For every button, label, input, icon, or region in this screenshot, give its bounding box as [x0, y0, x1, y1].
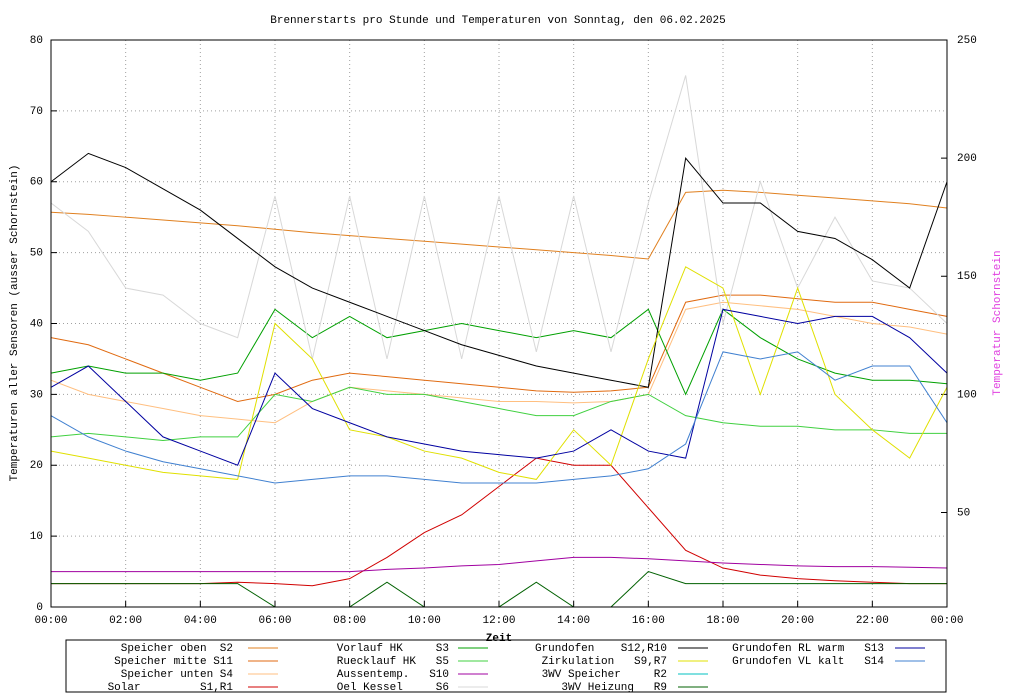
legend-label: 3WV Heizung R9: [561, 682, 667, 694]
x-tick-label: 10:00: [408, 615, 441, 627]
x-tick-label: 00:00: [34, 615, 67, 627]
series-line: [50, 266, 948, 480]
x-tick-label: 18:00: [706, 615, 739, 627]
legend-label: Aussentemp. S10: [337, 669, 449, 681]
x-tick-label: 16:00: [632, 615, 665, 627]
series-line: [50, 152, 948, 388]
y2-axis-label: Temperatur Schornstein: [992, 250, 1004, 395]
legend-label: Speicher oben S2: [121, 643, 233, 655]
legend-label: Oel Kessel S6: [337, 682, 449, 694]
x-axis-label: Zeit: [486, 633, 512, 645]
legend-box: [65, 639, 947, 693]
y2-tick-label: 250: [957, 35, 977, 47]
x-tick-label: 08:00: [333, 615, 366, 627]
y-tick-label: 50: [30, 248, 43, 260]
chart-title: Brennerstarts pro Stunde und Temperature…: [270, 15, 725, 27]
y-axis-label: Temperaturen aller Sensoren (ausser Scho…: [9, 165, 21, 482]
legend-label: 3WV Speicher R2: [542, 669, 667, 681]
series-line: [50, 301, 948, 424]
y-tick-label: 10: [30, 531, 43, 543]
x-tick-label: 22:00: [856, 615, 889, 627]
series-line: [50, 294, 948, 402]
x-tick-label: 06:00: [258, 615, 291, 627]
y-tick-label: 80: [30, 35, 43, 47]
y-tick-label: 60: [30, 177, 43, 189]
legend-label: Vorlauf HK S3: [337, 643, 449, 655]
legend-label: Zirkulation S9,R7: [542, 656, 667, 668]
series-line: [51, 556, 948, 573]
y2-tick-label: 100: [957, 389, 977, 401]
y-tick-label: 70: [30, 106, 43, 118]
series-line: [50, 308, 948, 466]
y2-tick-label: 200: [957, 153, 977, 165]
y2-tick-label: 150: [957, 271, 977, 283]
legend-label: Speicher mitte S11: [114, 656, 233, 668]
series-line: [50, 351, 948, 484]
legend-label: Solar S1,R1: [108, 682, 234, 694]
plot-frame: [50, 39, 948, 608]
x-tick-label: 04:00: [184, 615, 217, 627]
legend-label: Ruecklauf HK S5: [337, 656, 449, 668]
series-line: [50, 189, 948, 260]
legend-label: Grundofen VL kalt S14: [732, 656, 884, 668]
series-line: [50, 386, 947, 441]
legend-label: Grundofen S12,R10: [535, 643, 667, 655]
legend-label: Speicher unten S4: [121, 669, 234, 681]
x-tick-label: 00:00: [930, 615, 963, 627]
x-tick-label: 14:00: [557, 615, 590, 627]
y-tick-label: 0: [36, 602, 43, 614]
legend-label: Grundofen RL warm S13: [732, 643, 884, 655]
y-tick-label: 20: [30, 460, 43, 472]
x-tick-label: 12:00: [482, 615, 515, 627]
y-tick-label: 30: [30, 389, 43, 401]
y-tick-label: 40: [30, 318, 43, 330]
series-line: [50, 308, 948, 396]
x-tick-label: 20:00: [781, 615, 814, 627]
x-tick-label: 02:00: [109, 615, 142, 627]
y2-tick-label: 50: [957, 507, 970, 519]
